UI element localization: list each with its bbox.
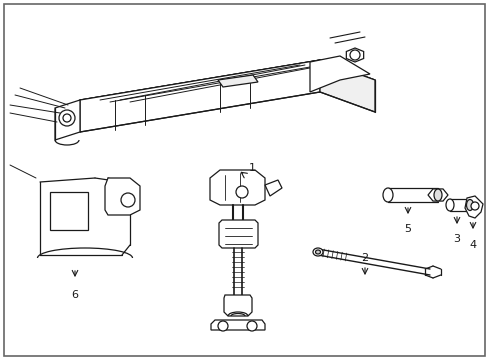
Text: 2: 2 — [361, 253, 368, 263]
Polygon shape — [80, 60, 319, 132]
Polygon shape — [309, 56, 369, 92]
Polygon shape — [50, 192, 88, 230]
Circle shape — [63, 114, 71, 122]
Ellipse shape — [312, 248, 323, 256]
Polygon shape — [55, 100, 80, 140]
Polygon shape — [346, 48, 363, 62]
Polygon shape — [80, 60, 374, 120]
Polygon shape — [264, 180, 282, 196]
Ellipse shape — [315, 250, 320, 254]
Circle shape — [470, 202, 478, 210]
Polygon shape — [210, 320, 264, 330]
Ellipse shape — [433, 189, 441, 201]
Polygon shape — [427, 189, 447, 201]
Ellipse shape — [466, 199, 472, 211]
Text: 5: 5 — [404, 224, 411, 234]
Text: 3: 3 — [452, 234, 460, 244]
Circle shape — [236, 186, 247, 198]
Circle shape — [349, 50, 359, 60]
Polygon shape — [319, 60, 374, 112]
Circle shape — [246, 321, 257, 331]
Circle shape — [59, 110, 75, 126]
Ellipse shape — [382, 188, 392, 202]
Circle shape — [121, 193, 135, 207]
Ellipse shape — [445, 199, 453, 211]
Polygon shape — [219, 220, 258, 248]
Text: 6: 6 — [71, 290, 79, 300]
Polygon shape — [105, 178, 140, 215]
Polygon shape — [209, 170, 264, 205]
Polygon shape — [218, 75, 258, 87]
Circle shape — [218, 321, 227, 331]
Polygon shape — [464, 196, 482, 218]
Polygon shape — [224, 295, 251, 316]
Text: 4: 4 — [468, 240, 476, 250]
Text: 1: 1 — [248, 163, 255, 173]
